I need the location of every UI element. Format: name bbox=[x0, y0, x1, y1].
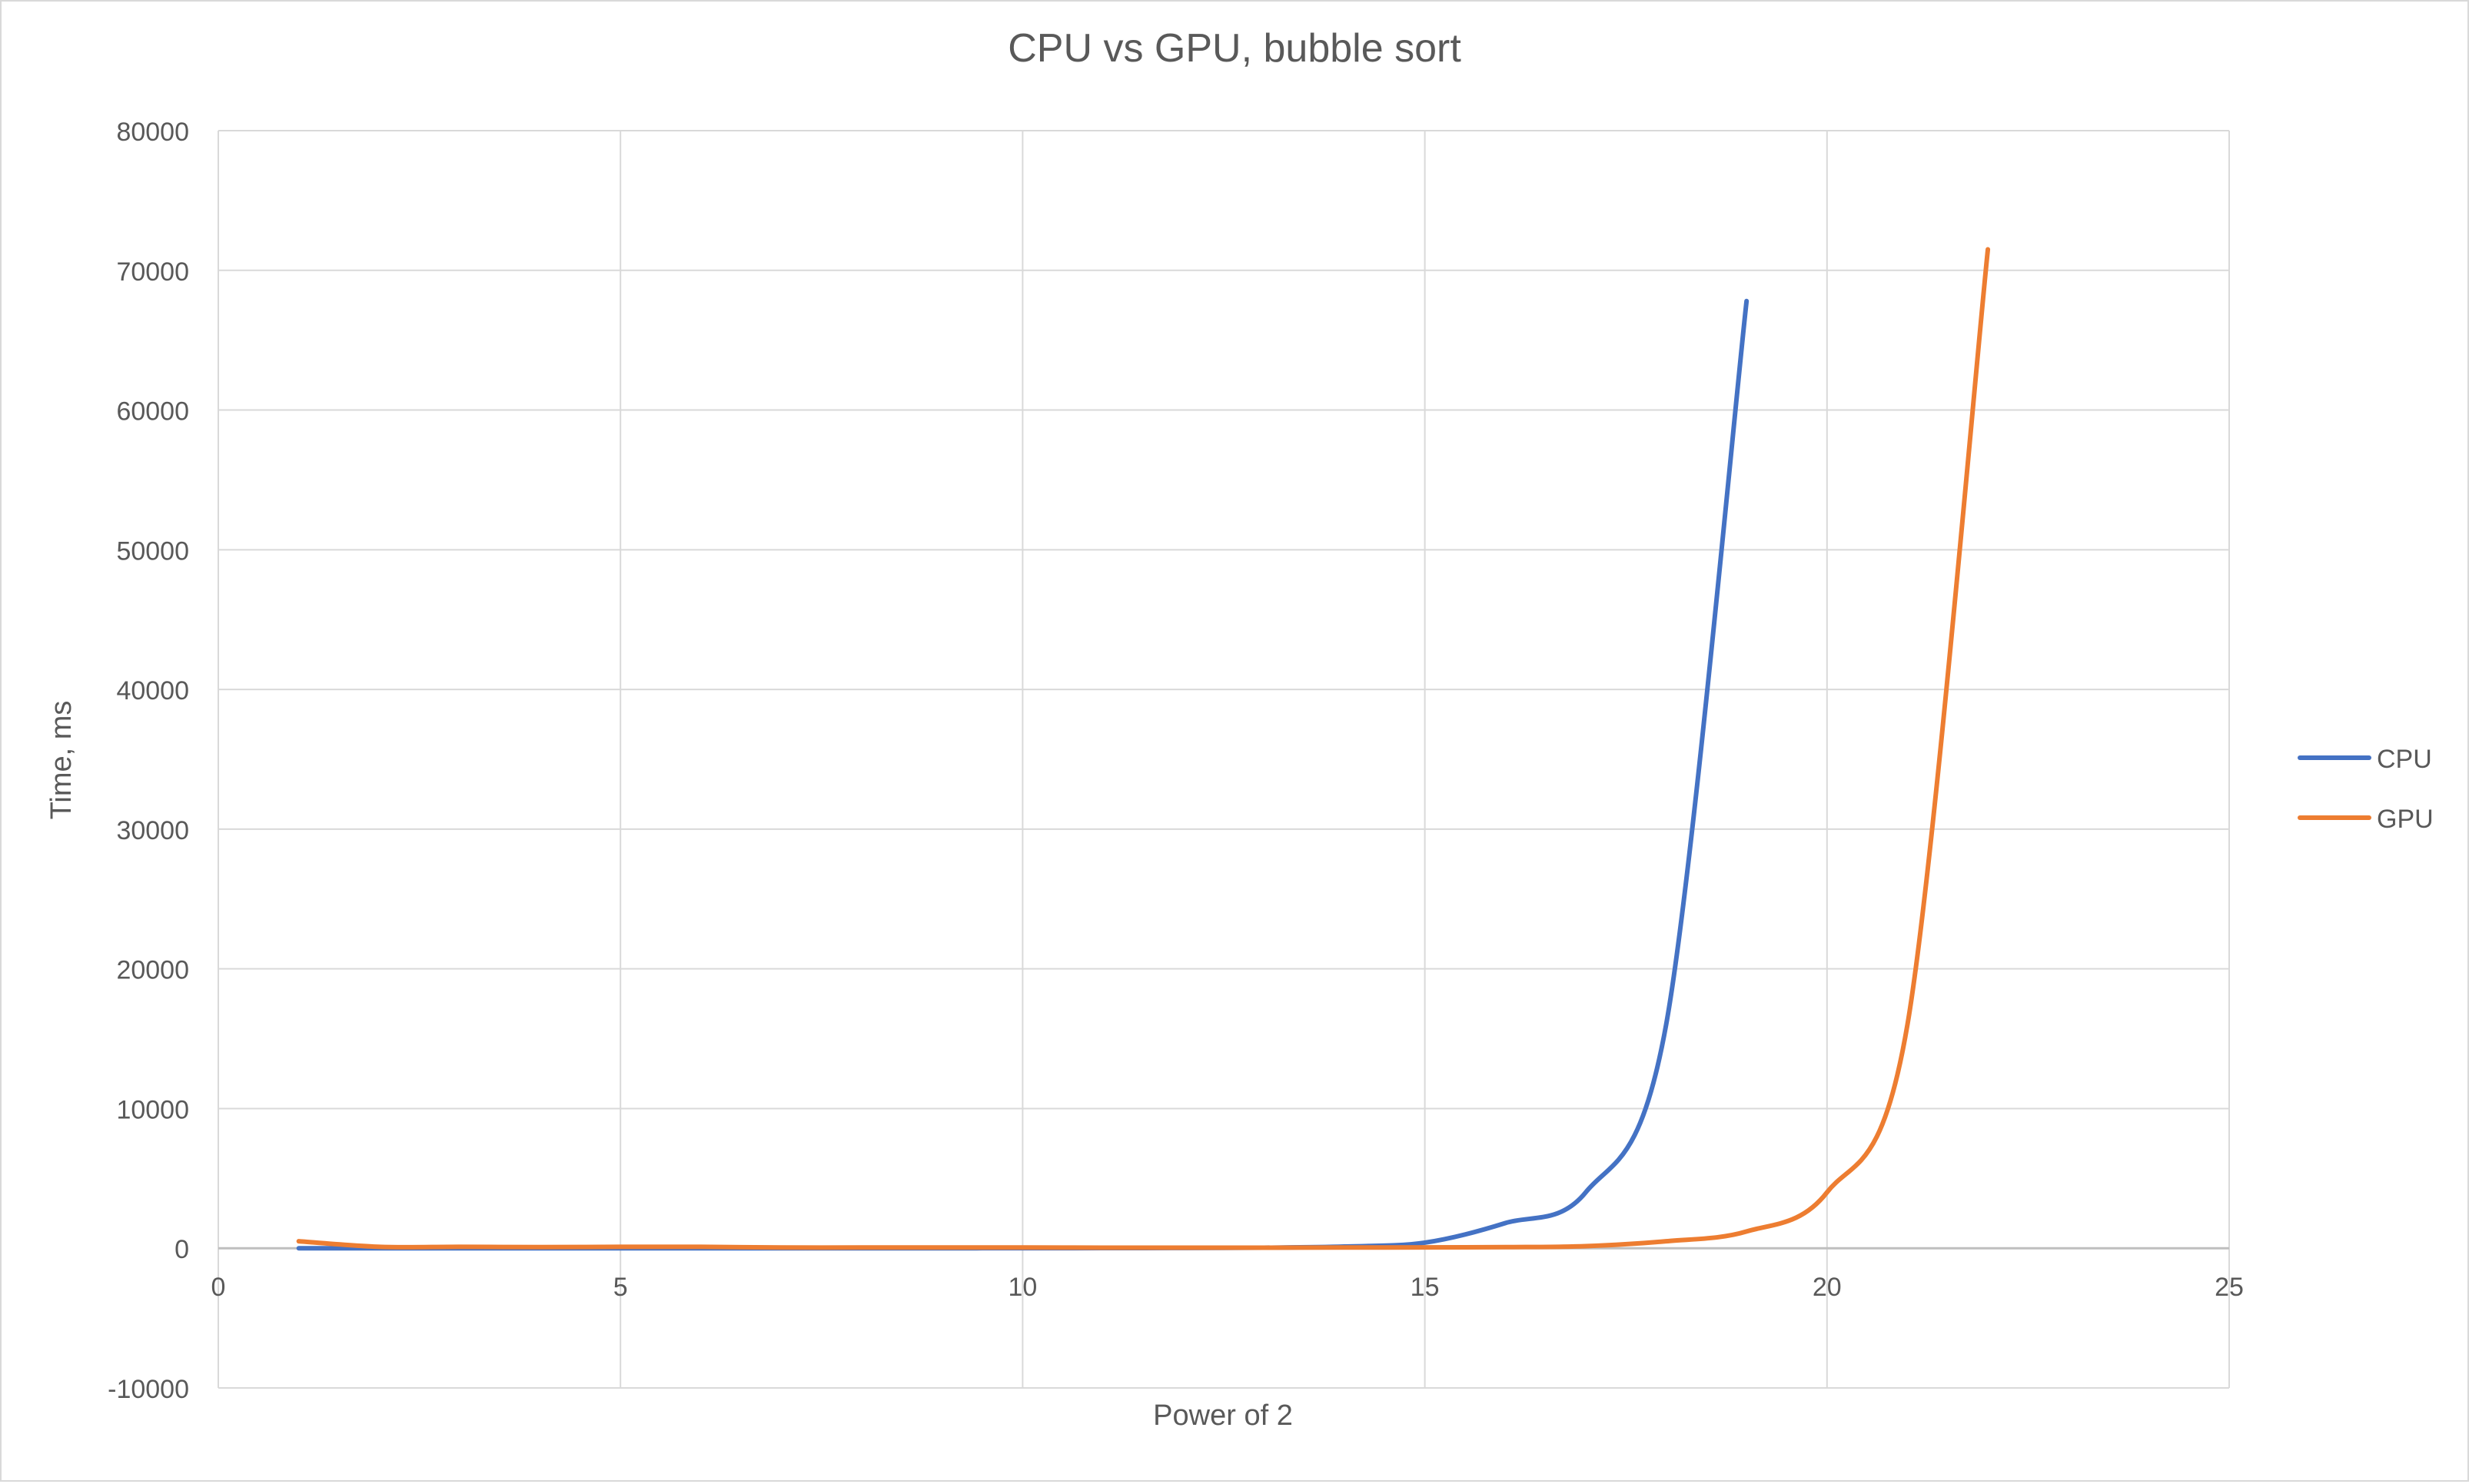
data-point-gpu bbox=[1583, 1243, 1588, 1248]
data-point-gpu bbox=[1744, 1229, 1749, 1233]
y-tick-label: 0 bbox=[174, 1235, 189, 1264]
data-point-gpu bbox=[1825, 1190, 1829, 1195]
data-point-gpu bbox=[779, 1245, 783, 1250]
data-point-gpu bbox=[1986, 247, 1990, 252]
data-point-gpu bbox=[618, 1244, 623, 1249]
data-point-cpu bbox=[1744, 299, 1749, 304]
x-tick-label: 0 bbox=[211, 1273, 226, 1302]
y-tick-label: 40000 bbox=[116, 676, 189, 705]
series-lines bbox=[296, 247, 1991, 1251]
y-tick-label: 10000 bbox=[116, 1095, 189, 1124]
data-point-gpu bbox=[859, 1245, 864, 1250]
data-point-cpu bbox=[1423, 1240, 1427, 1245]
data-point-gpu bbox=[1181, 1245, 1186, 1250]
x-tick-label: 5 bbox=[613, 1273, 628, 1302]
y-tick-label: 80000 bbox=[116, 118, 189, 147]
data-point-gpu bbox=[1342, 1245, 1347, 1250]
y-tick-label: -10000 bbox=[108, 1375, 189, 1404]
data-point-gpu bbox=[1101, 1245, 1105, 1250]
y-tick-label: 20000 bbox=[116, 956, 189, 985]
y-tick-label: 60000 bbox=[116, 397, 189, 427]
data-point-gpu bbox=[1423, 1245, 1427, 1250]
y-tick-label: 50000 bbox=[116, 536, 189, 566]
data-point-cpu bbox=[297, 1246, 301, 1250]
series-line-gpu bbox=[296, 247, 1991, 1250]
x-tick-label: 20 bbox=[1813, 1273, 1842, 1302]
data-point-gpu bbox=[1020, 1245, 1025, 1250]
x-tick-label: 10 bbox=[1008, 1273, 1037, 1302]
legend: CPU GPU bbox=[2298, 745, 2434, 834]
data-point-gpu bbox=[1261, 1245, 1266, 1250]
tick-labels: -10000 0 10000 20000 30000 40000 50000 60000 700… bbox=[108, 118, 2244, 1404]
data-point-gpu bbox=[377, 1244, 381, 1249]
data-point-gpu bbox=[699, 1244, 703, 1249]
data-point-cpu bbox=[1664, 1022, 1669, 1027]
legend-item-cpu: CPU bbox=[2298, 745, 2432, 774]
x-tick-label: 25 bbox=[2215, 1273, 2244, 1302]
x-axis-label: Power of 2 bbox=[1153, 1399, 1293, 1432]
y-axis-label: Time, ms bbox=[45, 701, 78, 820]
y-tick-label: 30000 bbox=[116, 816, 189, 845]
legend-label-cpu: CPU bbox=[2377, 745, 2432, 774]
data-point-gpu bbox=[538, 1245, 543, 1250]
x-tick-label: 15 bbox=[1411, 1273, 1440, 1302]
gridlines bbox=[218, 130, 2230, 1389]
data-point-gpu bbox=[297, 1239, 301, 1243]
data-point-cpu bbox=[1583, 1190, 1588, 1195]
legend-label-gpu: GPU bbox=[2377, 805, 2434, 834]
y-tick-label: 70000 bbox=[116, 257, 189, 287]
data-point-gpu bbox=[457, 1244, 462, 1249]
data-point-gpu bbox=[1905, 1022, 1909, 1027]
data-point-gpu bbox=[940, 1245, 945, 1250]
data-point-gpu bbox=[1503, 1245, 1507, 1250]
data-point-cpu bbox=[1503, 1221, 1507, 1226]
data-point-gpu bbox=[1664, 1239, 1669, 1243]
chart-title: CPU vs GPU, bubble sort bbox=[1008, 26, 1461, 71]
legend-item-gpu: GPU bbox=[2298, 805, 2434, 834]
